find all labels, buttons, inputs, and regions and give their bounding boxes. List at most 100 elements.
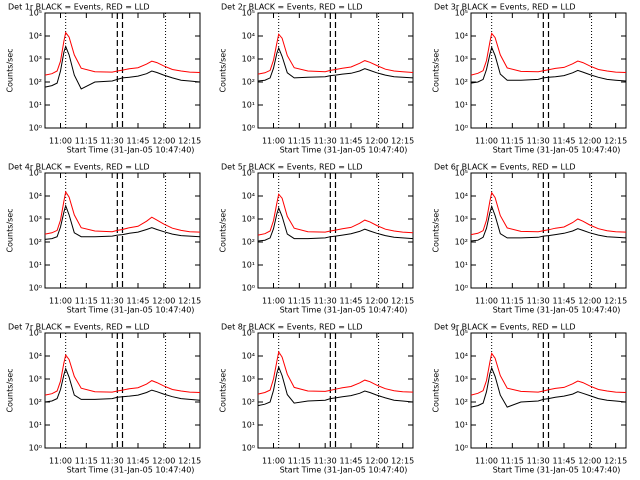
series-line: [44, 353, 201, 396]
y-axis-label: Counts/sec: [432, 48, 441, 92]
series-line: [257, 365, 414, 407]
x-tick-label: 11:30: [527, 297, 550, 306]
chart-title: Det 9r BLACK = Events, RED = LLD: [434, 323, 576, 332]
x-tick-label: 12:00: [578, 137, 601, 146]
x-tick-label: 12:00: [152, 137, 175, 146]
x-axis-label: Start Time (31-Jan-05 10:47:40): [280, 466, 408, 475]
x-tick-label: 12:15: [391, 297, 414, 306]
y-axis-label: Counts/sec: [219, 48, 228, 92]
x-tick-label: 11:00: [49, 137, 72, 146]
y-tick-label: 10⁴: [455, 352, 468, 361]
x-tick-label: 11:45: [552, 297, 575, 306]
y-tick-label: 10⁴: [29, 352, 42, 361]
y-tick-label: 10⁰: [29, 444, 42, 453]
chart-title: Det 6r BLACK = Events, RED = LLD: [434, 163, 576, 172]
series-line: [44, 367, 201, 403]
y-tick-label: 10³: [242, 215, 255, 224]
chart-title: Det 8r BLACK = Events, RED = LLD: [221, 323, 363, 332]
x-tick-label: 11:00: [475, 297, 498, 306]
x-tick-label: 11:15: [288, 457, 311, 466]
chart-title: Det 1r BLACK = Events, RED = LLD: [8, 3, 150, 12]
y-tick-label: 10³: [455, 215, 468, 224]
y-tick-label: 10¹: [29, 421, 42, 430]
x-tick-label: 11:00: [475, 457, 498, 466]
y-tick-label: 10⁴: [455, 32, 468, 41]
panel: Det 5r BLACK = Events, RED = LLD Counts/s…: [219, 163, 415, 315]
x-tick-label: 11:00: [262, 457, 285, 466]
y-tick-label: 10³: [29, 215, 42, 224]
x-tick-label: 11:45: [552, 457, 575, 466]
x-tick-label: 11:30: [314, 137, 337, 146]
series-line: [44, 204, 201, 240]
x-tick-label: 11:15: [75, 297, 98, 306]
y-tick-label: 10²: [455, 238, 468, 247]
y-tick-label: 10²: [29, 238, 42, 247]
series-line: [257, 193, 414, 236]
y-tick-label: 10⁴: [242, 192, 255, 201]
y-tick-label: 10⁰: [455, 284, 468, 293]
y-tick-label: 10²: [242, 78, 255, 87]
y-tick-label: 10⁵: [455, 169, 468, 178]
y-axis-label: Counts/sec: [6, 48, 15, 92]
x-tick-label: 12:15: [178, 297, 201, 306]
x-tick-label: 12:00: [365, 297, 388, 306]
y-tick-label: 10¹: [29, 101, 42, 110]
x-tick-label: 11:30: [527, 137, 550, 146]
x-tick-label: 11:15: [288, 297, 311, 306]
y-axis-label: Counts/sec: [219, 208, 228, 252]
y-tick-label: 10⁰: [242, 284, 255, 293]
chart-title: Det 2r BLACK = Events, RED = LLD: [221, 3, 363, 12]
panel: Det 8r BLACK = Events, RED = LLD Counts/s…: [219, 323, 415, 475]
y-tick-label: 10²: [29, 78, 42, 87]
x-tick-label: 11:45: [339, 457, 362, 466]
x-tick-label: 12:00: [152, 297, 175, 306]
x-tick-label: 11:15: [288, 137, 311, 146]
y-tick-label: 10³: [455, 55, 468, 64]
x-tick-label: 11:30: [101, 297, 124, 306]
y-tick-label: 10⁰: [455, 124, 468, 133]
x-tick-label: 12:15: [391, 137, 414, 146]
x-tick-label: 11:30: [101, 137, 124, 146]
y-axis-label: Counts/sec: [432, 368, 441, 412]
x-tick-label: 12:00: [578, 457, 601, 466]
chart-title: Det 4r BLACK = Events, RED = LLD: [8, 163, 150, 172]
y-tick-label: 10¹: [242, 261, 255, 270]
x-tick-label: 12:15: [604, 297, 627, 306]
y-tick-label: 10⁵: [29, 329, 42, 338]
x-tick-label: 11:00: [262, 297, 285, 306]
y-tick-label: 10¹: [455, 421, 468, 430]
x-tick-label: 11:15: [501, 457, 524, 466]
series-line: [470, 45, 627, 84]
x-tick-label: 11:00: [49, 297, 72, 306]
y-tick-label: 10⁴: [242, 352, 255, 361]
panel: Det 9r BLACK = Events, RED = LLD Counts/s…: [432, 323, 628, 475]
y-tick-label: 10⁵: [29, 169, 42, 178]
series-line: [470, 204, 627, 242]
x-tick-label: 11:30: [527, 457, 550, 466]
y-tick-label: 10⁰: [242, 124, 255, 133]
y-tick-label: 10¹: [242, 421, 255, 430]
x-tick-label: 11:45: [339, 137, 362, 146]
x-tick-label: 12:15: [178, 137, 201, 146]
x-axis-label: Start Time (31-Jan-05 10:47:40): [280, 146, 408, 155]
chart-title: Det 3r BLACK = Events, RED = LLD: [434, 3, 576, 12]
x-tick-label: 12:00: [365, 137, 388, 146]
y-tick-label: 10⁰: [29, 284, 42, 293]
series-line: [44, 31, 201, 76]
y-axis-label: Counts/sec: [6, 368, 15, 412]
series-line: [470, 191, 627, 236]
panel: Det 2r BLACK = Events, RED = LLD Counts/s…: [219, 3, 415, 155]
y-tick-label: 10⁴: [242, 32, 255, 41]
y-tick-label: 10²: [29, 398, 42, 407]
x-tick-label: 11:15: [75, 137, 98, 146]
x-axis-label: Start Time (31-Jan-05 10:47:40): [493, 466, 621, 475]
x-tick-label: 11:00: [475, 137, 498, 146]
y-tick-label: 10²: [242, 398, 255, 407]
x-tick-label: 11:30: [101, 457, 124, 466]
y-tick-label: 10⁵: [455, 9, 468, 18]
series-line: [44, 45, 201, 90]
chart-title: Det 7r BLACK = Events, RED = LLD: [8, 323, 150, 332]
y-tick-label: 10¹: [455, 101, 468, 110]
